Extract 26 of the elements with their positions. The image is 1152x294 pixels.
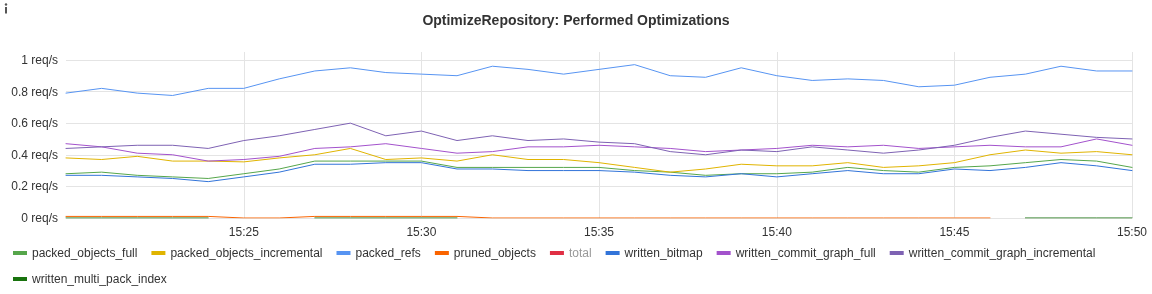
legend-label: written_bitmap [623,246,703,260]
y-tick-label: 1 req/s [21,52,58,67]
legend-label: written_multi_pack_index [31,272,167,286]
line-series [65,64,1133,96]
x-tick-label: 15:30 [406,225,437,239]
legend-label: written_commit_graph_full [734,246,876,260]
x-tick-label: 15:45 [939,225,970,239]
legend-label: written_commit_graph_incremental [907,246,1096,260]
legend-label: total [568,246,592,260]
line-series [65,138,1133,162]
x-tick-label: 15:25 [228,225,260,239]
line-series [65,122,1133,156]
y-tick-label: 0.2 req/s [11,179,58,194]
y-tick-label: 0.8 req/s [11,84,58,99]
y-tick-label: 0.6 req/s [11,116,58,131]
legend-label: pruned_objects [453,246,536,260]
x-tick-label: 15:40 [761,225,793,239]
line-series [65,147,1133,173]
legend-label: packed_objects_incremental [170,246,323,260]
x-tick-label: 15:50 [1116,225,1148,239]
x-tick-label: 15:35 [583,225,615,239]
legend-label: packed_refs [355,246,421,260]
chart-title: OptimizeRepository: Performed Optimizations [422,12,730,28]
y-tick-label: 0 req/s [21,211,58,225]
y-tick-label: 0.4 req/s [11,147,58,162]
legend-label: packed_objects_full [32,246,138,260]
